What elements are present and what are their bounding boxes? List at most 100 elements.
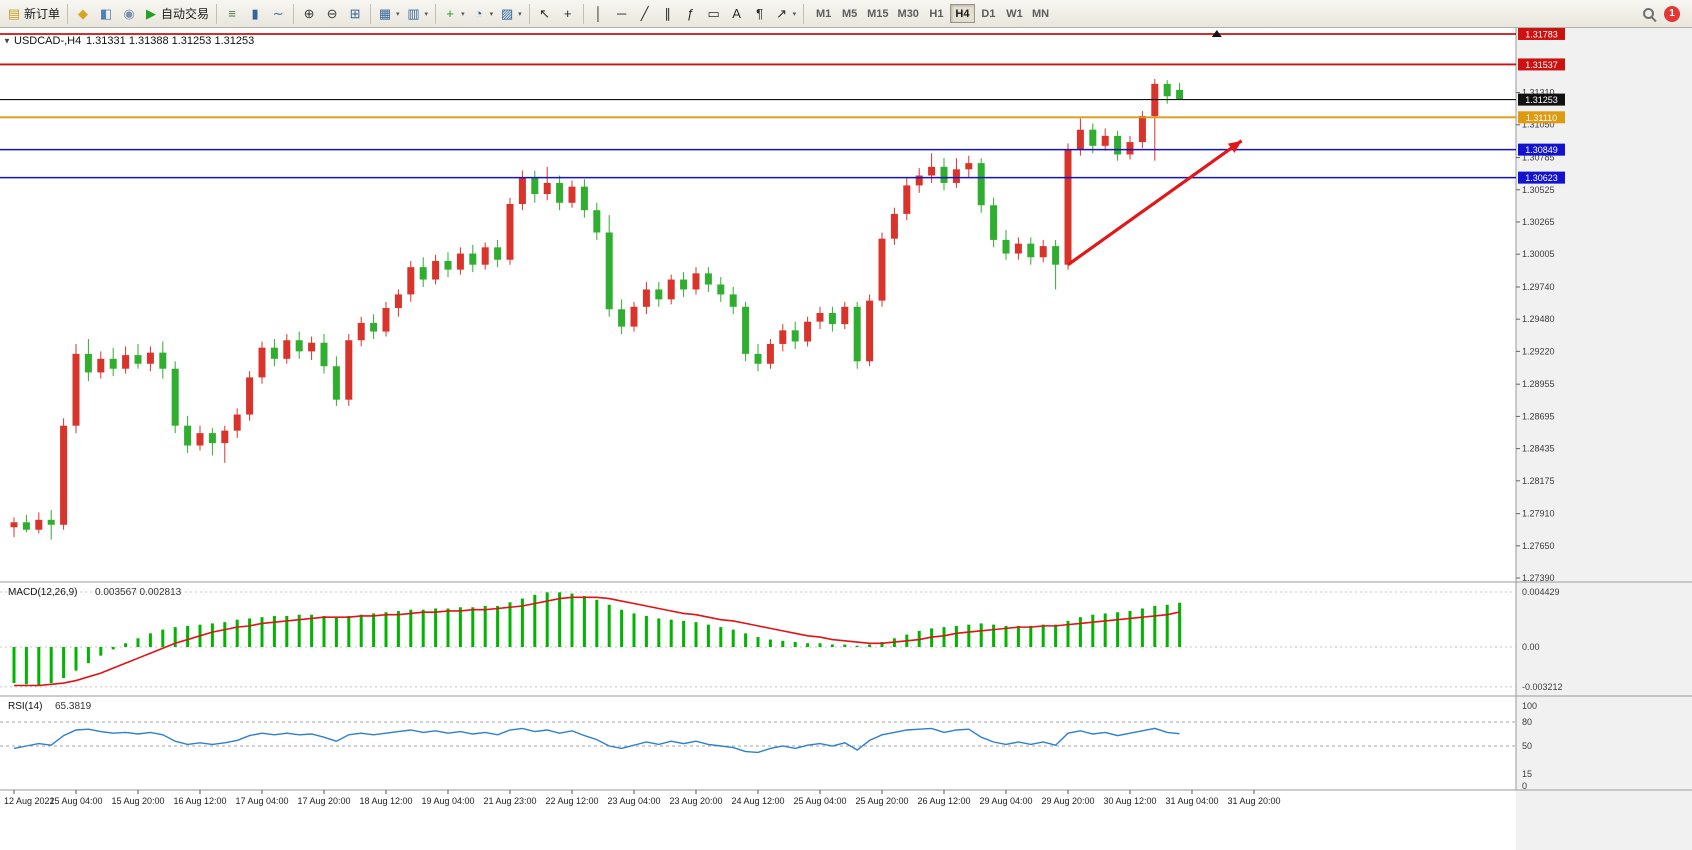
shapes-button[interactable]: ▭ [703,3,725,25]
candle-body [952,169,960,183]
crosshair-button[interactable]: + [557,3,579,25]
chart-canvas[interactable]: 0.004429 0.00 -0.003212 100 80 50 15 0 1.31310… [0,27,1692,850]
zoom-in-button[interactable]: ⊕ [298,3,320,25]
candle-body [791,330,799,342]
candle-body [208,433,216,444]
candle-body [432,260,440,280]
notification-badge[interactable]: 1 [1664,5,1680,22]
candle-body [915,175,923,186]
toolbar-separator [582,3,584,24]
tile-windows-icon: ⊞ [349,6,361,21]
label-button[interactable]: ¶ [749,3,771,25]
timeframe-d1[interactable]: D1 [981,7,996,20]
periods-button[interactable]: ◔ ▾ [469,3,497,25]
candle-body [469,253,477,265]
line-chart-button[interactable]: ∼ [267,3,289,25]
candle-body [667,279,675,300]
timeframe-mn[interactable]: MN [1031,7,1050,20]
candle-body [35,519,43,530]
horizontal-line-icon: ─ [617,6,627,21]
toolbar-separator [528,3,530,24]
rsi-axis-label: 80 [1522,717,1532,727]
tile-windows-button[interactable]: ⊞ [344,3,366,25]
new-chart-button[interactable]: ▦ ▾ [375,3,403,25]
candle-body [407,267,415,295]
chart-background [0,28,1692,850]
cursor-button[interactable]: ↖ [534,3,556,25]
search-icon[interactable] [1643,8,1654,19]
rsi-value: 65.3819 [55,701,92,712]
trendline-button[interactable]: ╱ [634,3,656,25]
vertical-line-button[interactable]: │ [588,3,610,25]
toolbar-separator [67,3,69,24]
candle-body [60,425,68,525]
candle-body [742,306,750,354]
candle-body [159,352,167,369]
dropdown-caret-icon: ▾ [424,10,429,18]
channel-button[interactable]: ∥ [657,3,679,25]
rsi-axis-label: 50 [1522,741,1532,751]
candle-body [692,273,700,290]
text-button[interactable]: A [726,3,748,25]
macd-panel: 0.004429 0.00 -0.003212 [0,587,1563,692]
timeframe-m30[interactable]: M30 [897,7,919,20]
price-label-box [1518,143,1565,156]
zoom-out-button[interactable]: ⊖ [321,3,343,25]
candle-body [568,186,576,203]
time-label: 17 Aug 04:00 [235,796,288,806]
candlestick-chart-button[interactable]: ▮ [244,3,266,25]
horizontal-price-lines[interactable] [0,33,1516,179]
autotrading-button[interactable]: ▶ 自动交易 [141,3,212,25]
market-watch-button[interactable]: ◆ [72,3,94,25]
candle-body [506,204,514,260]
timeframe-h4[interactable]: H4 [949,4,975,23]
sounds-button[interactable]: ◉ [118,3,140,25]
arrows-button[interactable]: ↗ ▾ [772,3,800,25]
timeframe-m15[interactable]: M15 [867,7,889,20]
candle-body [345,340,353,400]
candle-body [394,294,402,309]
chart-window: 0.004429 0.00 -0.003212 100 80 50 15 0 1.31310… [0,27,1692,850]
templates-button[interactable]: ▨ ▾ [497,3,525,25]
candle-body [965,163,973,170]
timeframe-w1[interactable]: W1 [1006,7,1023,20]
time-label: 31 Aug 04:00 [1165,796,1218,806]
timeframe-m1[interactable]: M1 [815,7,832,20]
toolbar-separator [803,3,805,24]
bar-chart-button[interactable]: ≡ [221,3,243,25]
indicators-button[interactable]: + ▾ [440,3,468,25]
new-order-button[interactable]: ▤ 新订单 [4,3,63,25]
candle-body [97,358,105,373]
time-label: 15 Aug 04:00 [49,796,102,806]
toolbar-separator [435,3,437,24]
price-tick-label: 1.27650 [1522,541,1555,551]
trend-arrow-line[interactable] [1067,139,1243,266]
shapes-icon: ▭ [707,6,720,21]
candle-body [84,353,92,373]
profiles-icon: ▥ [407,6,420,21]
zoom-out-icon: ⊖ [326,6,338,21]
candle-body [1138,116,1146,143]
horizontal-line-button[interactable]: ─ [611,3,633,25]
candle-body [618,309,626,327]
price-axis[interactable]: 1.31310 1.31050 1.30785 1.30525 1.30265 1.300… [1516,27,1565,583]
new-chart-icon: ▦ [378,6,392,21]
price-label: 1.31537 [1525,60,1558,70]
channel-icon: ∥ [664,6,671,21]
chart-menu-marker-icon[interactable]: ▼ [3,37,11,46]
trend-arrow-head[interactable] [1227,140,1242,153]
indicators-icon: + [446,6,454,21]
profiles-button[interactable]: ▥ ▾ [404,3,432,25]
fibonacci-button[interactable]: ƒ [680,3,702,25]
candle-body [295,340,303,352]
data-window-button[interactable]: ◧ [95,3,117,25]
timeframe-h1[interactable]: H1 [929,7,944,20]
timeframe-m5[interactable]: M5 [841,7,858,20]
annotations[interactable] [1067,30,1243,266]
candle-body [308,342,316,352]
candle-body [332,366,340,400]
candle-body [1163,83,1171,97]
candle-body [642,289,650,307]
